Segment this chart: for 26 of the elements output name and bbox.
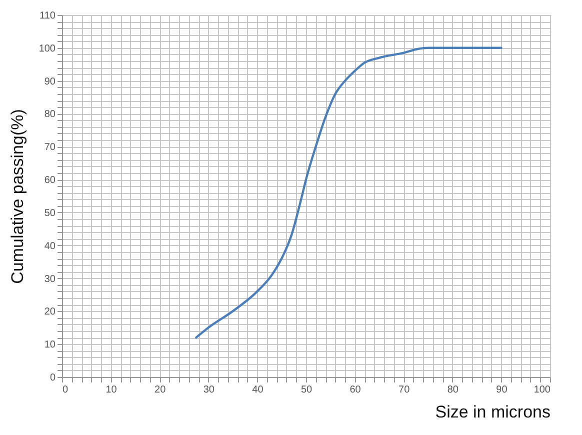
- y-tick-label: 100: [38, 43, 56, 54]
- y-tick-label: 30: [44, 274, 56, 285]
- y-axis-title: Cumulative passing(%): [8, 109, 27, 284]
- x-tick-label: 10: [106, 384, 118, 396]
- x-tick-label: 90: [496, 384, 508, 396]
- x-tick-label: 100: [534, 384, 551, 396]
- x-tick-label: 50: [300, 384, 312, 396]
- y-tick-label: 60: [44, 175, 56, 186]
- y-tick-label: 50: [44, 208, 56, 219]
- y-tick-label: 80: [44, 109, 56, 120]
- x-tick-label: 20: [154, 384, 166, 396]
- x-axis-title: Size in microns: [435, 402, 550, 422]
- y-tick-label: 0: [50, 372, 56, 384]
- line-series: [195, 46, 502, 339]
- y-tick-label: 40: [44, 240, 56, 252]
- y-tick-label: 110: [40, 10, 56, 22]
- x-tick-label: 70: [398, 384, 410, 396]
- y-tick-label: 20: [44, 306, 56, 318]
- x-tick-label: 40: [252, 384, 264, 396]
- x-tick-label: 80: [447, 384, 459, 396]
- y-tick-label: 90: [44, 76, 56, 88]
- x-tick-label: 30: [203, 384, 215, 396]
- y-tick-label: 70: [44, 142, 56, 154]
- x-tick-label: 60: [350, 384, 362, 396]
- x-tick-label: 0: [62, 384, 68, 396]
- y-tick-label: 10: [44, 340, 56, 351]
